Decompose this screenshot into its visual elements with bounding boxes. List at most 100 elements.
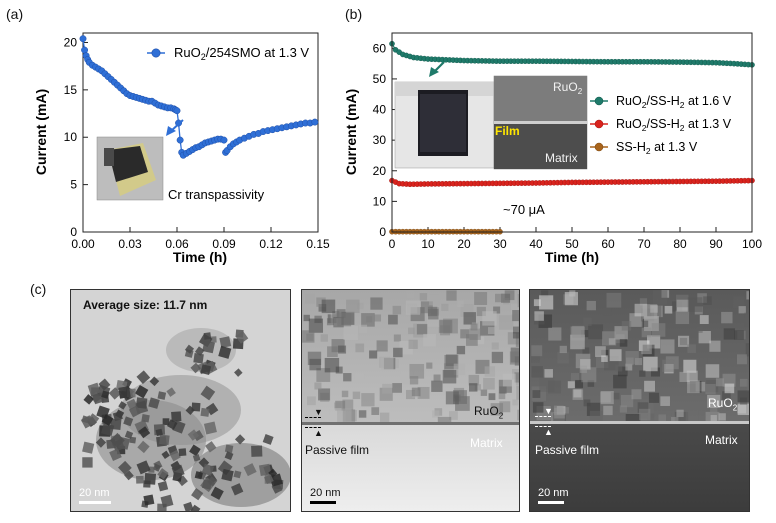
ytick-label-b: 30 [373,133,387,147]
grain [652,290,668,305]
grain [709,340,721,352]
nanoparticle [157,468,169,480]
grain [371,407,380,415]
grain [308,318,324,333]
grain [316,297,326,307]
grain [531,345,543,357]
grain [337,408,352,422]
nanoparticle [171,464,185,478]
grain [517,409,519,421]
passive-film-label-2: Passive film [535,443,600,457]
grain [483,377,495,390]
grain [736,354,747,365]
grain [426,362,433,369]
inset-ruo2-label: RuO2 [553,80,583,96]
legend-label-b: SS-H2 at 1.3 V [616,140,698,156]
nanoparticle [160,494,174,508]
grain [609,349,622,362]
grain [490,403,504,416]
dash-bottom-2 [535,426,551,427]
grain [647,413,655,421]
grain [548,380,562,394]
grain [715,378,724,387]
ruo2-label-2: RuO2 [708,396,738,413]
grain [417,386,430,399]
legend-label-b: RuO2/SS-H2 at 1.3 V [616,117,732,133]
grain [422,409,435,422]
grain [683,359,697,373]
grain [491,351,504,364]
grain [687,344,696,353]
nanoparticle [166,387,176,397]
annotation-cr-transpassivity: Cr transpassivity [168,187,265,202]
grain [738,306,746,314]
legend-marker-b [594,96,604,106]
nanoparticle [118,386,131,399]
grain [544,369,553,378]
chart-a: 0.00 0.03 0.06 0.09 0.12 0.15 0 5 10 15 20 Cr tran… [33,32,330,265]
nanoparticle [201,479,213,490]
grain [675,310,690,325]
data-point-a [220,136,228,144]
grain [355,343,365,353]
ytick-label-b: 0 [379,225,386,239]
grain [737,390,749,402]
grain [601,355,608,362]
grain [376,340,388,352]
grain [603,308,612,316]
grain [474,384,482,391]
nanoparticle [210,486,224,500]
grain [721,311,733,324]
legend-marker-a [151,48,161,58]
nanoparticle [101,414,114,426]
grain [393,334,401,342]
grain [541,290,549,298]
grain [457,300,464,308]
grain [416,324,428,335]
grain [734,330,744,340]
grain [512,399,519,406]
nanoparticle [101,390,110,399]
nanoparticle [148,466,155,473]
scalebar-1 [79,501,111,504]
grain [303,314,310,322]
nanoparticle [157,391,167,400]
grain [533,299,541,307]
grain [705,383,716,395]
nanoparticle [110,418,122,430]
nanoparticle [155,428,163,437]
grain [606,292,622,308]
grain [453,363,466,376]
grain [515,332,519,347]
nanoparticle [108,387,122,400]
grain [722,373,736,387]
data-point-a [176,136,184,144]
nanoparticle [224,451,234,461]
grain [553,405,564,416]
grain [341,390,349,398]
nanoparticle [203,332,212,340]
grain [429,294,440,306]
ylabel-b: Current (mA) [343,89,359,175]
grain [586,300,596,311]
nanoparticle [144,472,157,485]
nanoparticle [137,440,150,454]
grain [484,366,496,377]
grain [612,392,620,400]
grain [354,373,365,383]
grain [409,376,419,385]
nanoparticle [141,414,150,423]
grain [373,314,382,322]
plot-frame-b [391,32,753,233]
inset-photo-b [394,81,495,169]
nanoparticle [203,421,217,435]
nanoparticle [87,382,101,396]
grain [358,324,368,334]
grain [423,333,436,347]
grain [662,359,675,372]
grain [379,412,390,422]
legend-marker-b [594,119,604,129]
grain [474,292,488,305]
plot-frame-a [82,32,319,233]
nanoparticle [83,394,94,405]
